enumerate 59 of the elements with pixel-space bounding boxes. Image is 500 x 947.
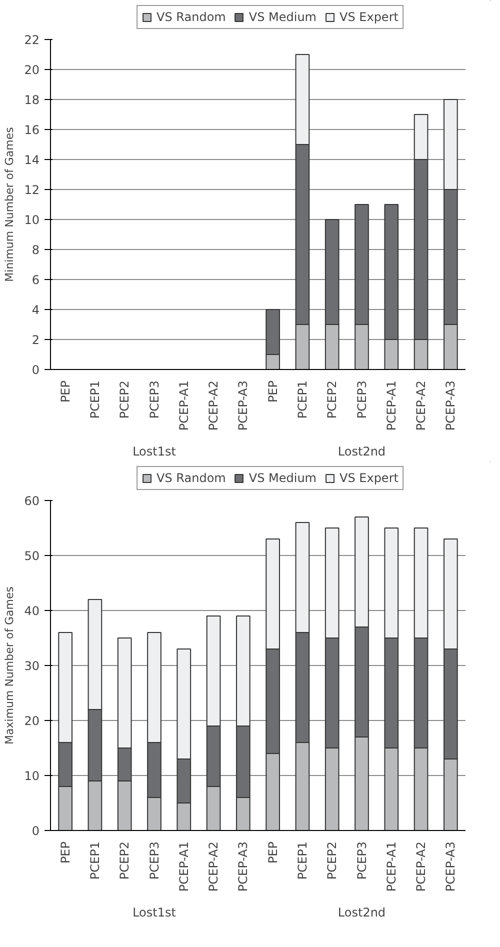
y-tick-label: 10: [24, 213, 40, 227]
y-tick-label: 12: [24, 183, 40, 197]
y-tick-label: 8: [32, 243, 40, 257]
x-tick-label: PCEP-A3: [236, 841, 250, 892]
y-tick-label: 60: [24, 494, 40, 508]
x-tick-label: PCEP1: [295, 380, 310, 419]
x-tick-label: PCEP3: [147, 841, 162, 880]
x-tick-label: PEP: [58, 380, 72, 403]
y-tick-label: 16: [24, 123, 40, 137]
x-tick-label: PCEP-A3: [444, 841, 458, 892]
legend-label: VS Expert: [339, 471, 398, 485]
x-tick-label: PCEP1: [295, 841, 310, 880]
legend-label: VS Random: [156, 471, 226, 485]
y-tick-label: 22: [24, 33, 40, 47]
x-tick-label: PCEP-A2: [206, 841, 221, 892]
legend-label: VS Medium: [248, 10, 316, 24]
x-tick-label: PCEP-A2: [414, 380, 428, 431]
x-tick-label: PCEP-A1: [176, 380, 191, 431]
x-tick-label: PCEP-A2: [414, 841, 428, 892]
x-tick-label: PCEP-A1: [384, 380, 398, 431]
x-tick-label: PCEP3: [147, 380, 162, 419]
legend-label: VS Random: [156, 10, 226, 24]
y-tick-label: 14: [24, 153, 40, 167]
x-tick-label: PCEP-A3: [444, 380, 458, 431]
x-tick-label: PCEP-A3: [236, 380, 250, 431]
x-tick-label: PCEP-A1: [384, 841, 398, 892]
x-tick-label: PCEP1: [88, 841, 102, 880]
x-tick-label: PCEP-A2: [206, 380, 221, 431]
text: Lost2nd: [338, 444, 386, 458]
legend-label: VS Expert: [339, 10, 398, 24]
x-tick-label: PEP: [266, 380, 280, 403]
y-tick-label: 20: [24, 63, 40, 77]
y-axis-title: Maximum Number of Games: [3, 586, 16, 744]
y-tick-label: 50: [24, 549, 40, 563]
text: Lost1st: [132, 444, 176, 458]
text: Lost2nd: [338, 906, 386, 920]
y-tick-label: 2: [32, 333, 40, 347]
x-tick-label: PCEP3: [354, 841, 369, 880]
y-tick-label: 0: [32, 363, 40, 377]
x-tick-label: PCEP2: [325, 380, 340, 419]
x-tick-label: PCEP3: [354, 380, 369, 419]
x-tick-label: PEP: [58, 841, 72, 864]
y-tick-label: 6: [32, 273, 40, 287]
x-tick-label: PCEP2: [118, 841, 132, 880]
y-tick-label: 4: [32, 303, 40, 317]
x-tick-label: PCEP2: [325, 841, 340, 880]
x-tick-label: PCEP-A1: [176, 841, 191, 892]
y-axis-title: Minimum Number of Games: [3, 126, 16, 282]
x-tick-label: PCEP1: [88, 380, 102, 419]
legend-label: VS Medium: [248, 471, 316, 485]
y-tick-label: 20: [24, 714, 40, 728]
y-tick-label: 40: [24, 604, 40, 618]
x-tick-label: PEP: [266, 841, 280, 864]
y-tick-label: 30: [24, 659, 40, 673]
x-tick-label: PCEP2: [118, 380, 132, 419]
y-tick-label: 10: [24, 769, 40, 783]
y-tick-label: 18: [24, 93, 40, 107]
text: Lost1st: [132, 906, 176, 920]
y-tick-label: 0: [32, 824, 40, 838]
